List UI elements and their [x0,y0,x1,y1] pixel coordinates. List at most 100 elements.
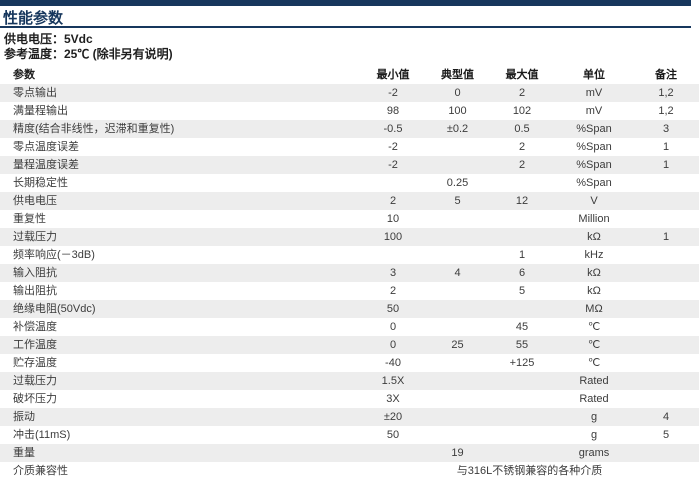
cell-typ [426,354,489,372]
cell-param: 补偿温度 [13,321,57,333]
cell-max: +125 [509,357,535,369]
cell-note [633,282,699,300]
cell-max: 45 [515,321,529,333]
cell-typ: 19 [451,447,464,459]
cell-typ [426,408,489,426]
cell-typ: 100 [448,105,467,117]
cell-max [489,210,555,228]
cell-min: 3X [386,393,400,405]
cell-unit: MΩ [585,303,603,315]
cell-typ [426,228,489,246]
cell-min: 10 [386,213,400,225]
cell-note [633,300,699,318]
cell-max: 12 [515,195,529,207]
column-header-note: 备注 [655,69,677,81]
cell-min [360,246,426,264]
cell-min: 3 [389,267,397,279]
cell-unit: ℃ [587,357,601,369]
cell-unit: ℃ [587,339,601,351]
table-row: 长期稳定性 0.25 %Span [0,174,699,192]
column-header-param: 参数 [13,69,35,81]
cell-param: 振动 [13,411,35,423]
cell-note [633,174,699,192]
table-row: 冲击(11mS) 50 g 5 [0,426,699,444]
cell-param: 贮存温度 [13,357,57,369]
cell-param: 过载压力 [13,231,57,243]
table-row: 贮存温度 -40 +125 ℃ [0,354,699,372]
cell-typ [426,318,489,336]
cell-unit: Million [578,213,610,225]
column-header-unit: 单位 [583,69,605,81]
cell-unit: %Span [576,141,612,153]
cell-note [633,210,699,228]
cell-min: 1.5X [381,375,405,387]
cell-typ: 25 [451,339,464,351]
cell-note: 4 [662,411,670,423]
cell-note [633,372,699,390]
cell-max: 2 [518,159,526,171]
cell-max [489,300,555,318]
cell-min: 50 [386,429,400,441]
cell-param: 零点温度误差 [13,141,79,153]
cell-note: 1 [662,141,670,153]
table-row: 量程温度误差 -2 2 %Span 1 [0,156,699,174]
cell-min: -2 [388,159,398,171]
cell-max [489,426,555,444]
cell-unit: ℃ [587,321,601,333]
cell-min: 0 [389,321,397,333]
cell-max [489,408,555,426]
cell-unit: kΩ [587,267,601,279]
cell-param: 输入阻抗 [13,267,57,279]
cell-note [633,264,699,282]
cell-note [633,444,699,462]
header-row: 参数 最小值 典型值 最大值 单位 备注 [0,66,699,84]
cell-min: 0 [389,339,397,351]
table-header-row: 参数 最小值 典型值 最大值 单位 备注 [0,66,699,84]
cell-param: 供电电压 [13,195,57,207]
cell-max: 1 [518,249,526,261]
cell-note [633,354,699,372]
cell-unit: %Span [576,177,612,189]
cell-param: 绝缘电阻(50Vdc) [13,303,96,315]
table-row: 重复性 10 Million [0,210,699,228]
cell-note: 1 [662,159,670,171]
cell-max: 55 [515,339,529,351]
cell-typ: 5 [454,195,461,207]
column-header-min: 最小值 [376,69,410,81]
cell-note: 3 [662,123,670,135]
cell-max: 0.5 [514,123,530,135]
cell-unit: mV [585,105,603,117]
cell-min: -0.5 [383,123,403,135]
cell-typ [426,246,489,264]
cell-typ: 0 [454,87,461,99]
cell-param: 过载压力 [13,375,57,387]
cell-min: -40 [385,357,401,369]
cell-unit: V [590,195,598,207]
cell-min [360,444,426,462]
cell-min: 100 [383,231,403,243]
cell-note: 1 [662,231,670,243]
cell-max: 102 [512,105,532,117]
supply-voltage-line: 供电电压：5Vdc [4,32,93,46]
cell-typ: 4 [454,267,461,279]
cell-max: 5 [518,285,526,297]
table-row: 频率响应(－3dB) 1 kHz [0,246,699,264]
cell-unit: g [590,429,598,441]
cell-unit: Rated [579,375,609,387]
title-divider [0,26,691,28]
table-row: 零点温度误差 -2 2 %Span 1 [0,138,699,156]
cell-typ [426,282,489,300]
table-row: 精度(结合非线性，迟滞和重复性) -0.5 ±0.2 0.5 %Span 3 [0,120,699,138]
cell-unit: Rated [579,393,609,405]
table-row: 输入阻抗 3 4 6 kΩ [0,264,699,282]
table-row: 重量 19 grams [0,444,699,462]
cell-typ [426,372,489,390]
table-row: 破坏压力 3X Rated [0,390,699,408]
cell-max: 6 [518,267,526,279]
cell-unit: kHz [584,249,604,261]
cell-max [489,444,555,462]
cell-unit: %Span [576,159,612,171]
cell-note [633,336,699,354]
cell-typ: ±0.2 [446,123,469,135]
